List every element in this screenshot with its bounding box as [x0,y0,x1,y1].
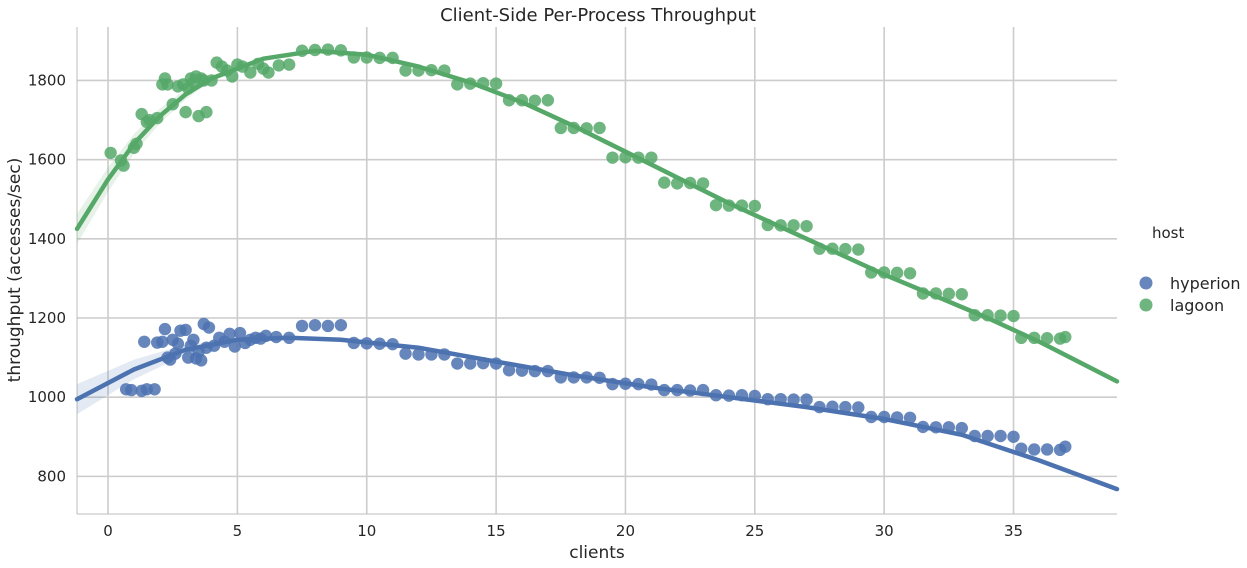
hyperion-point [187,333,200,346]
lagoon-point [1040,332,1054,345]
hyperion-point [412,348,425,361]
hyperion-point [233,326,247,340]
lagoon-point [890,266,904,280]
hyperion-point [156,335,169,348]
hyperion-point [308,318,322,332]
hyperion-point [787,393,800,406]
hyperion-point [194,354,208,367]
hyperion-point [852,401,865,414]
hyperion-point [464,357,477,370]
hyperion-point [202,321,216,334]
legend-label-lagoon: lagoon [1170,296,1224,315]
lagoon-point [104,146,117,160]
hyperion-point [399,347,412,360]
hyperion-point [171,337,185,350]
lagoon-point [606,151,619,164]
lagoon-point [554,121,567,135]
hyperion-point [179,323,192,337]
hyperion-point [981,429,994,443]
y-tick-label: 1000 [28,388,66,406]
regression-lines [74,48,1120,492]
grid-lines [77,27,1117,514]
x-tick-label: 15 [487,522,506,540]
y-tick-label: 800 [37,467,66,485]
lagoon-point [658,176,671,189]
lagoon-point [282,58,296,71]
lagoon-point [903,267,917,280]
x-tick-label: 25 [745,522,764,540]
legend-marker-hyperion [1139,276,1153,290]
hyperion-point [1007,430,1020,443]
hyperion-point [228,340,242,353]
hyperion-point [839,400,852,414]
lagoon-point [528,94,542,107]
legend-marker-lagoon [1139,298,1153,312]
hyperion-point [903,411,917,424]
hyperion-point [1040,443,1054,456]
hyperion-point [800,393,813,406]
lagoon-point [179,105,192,119]
hyperion-point [502,364,516,377]
scatter-points [104,43,1072,457]
y-tick-label: 1600 [28,151,66,169]
lagoon-point [994,309,1007,322]
hyperion-point [321,319,335,333]
hyperion-point [994,429,1007,443]
hyperion-point [223,327,236,341]
x-tick-labels: 0 5 10 15 20 25 30 35 [103,522,1023,540]
x-tick-label: 5 [233,522,243,540]
x-tick-label: 20 [616,522,635,540]
x-tick-label: 0 [103,522,113,540]
hyperion-point [451,357,464,370]
lagoon-point [541,94,555,107]
hyperion-fit-line [74,335,1120,492]
y-tick-label: 1800 [28,71,66,89]
lagoon-point [161,78,174,91]
lagoon-point [709,198,723,212]
y-tick-label: 1400 [28,230,66,248]
lagoon-point [852,243,865,256]
lagoon-point [955,288,968,301]
chart-title: Client-Side Per-Process Throughput [440,5,756,26]
legend-label-hyperion: hyperion [1170,274,1241,293]
hyperion-point [158,322,172,336]
legend: host hyperion lagoon [1139,224,1241,315]
lagoon-point [839,242,852,256]
y-tick-labels: 800 1000 1200 1400 1600 1800 [28,71,66,485]
hyperion-point [334,318,348,332]
hyperion-point [1028,443,1041,456]
hyperion-point [955,421,968,435]
x-tick-label: 30 [875,522,894,540]
x-tick-label: 10 [357,522,376,540]
x-axis-title: clients [569,543,625,563]
lagoon-point [200,105,213,119]
lagoon-point [748,199,762,213]
hyperion-point [295,319,309,333]
axes [76,27,1117,515]
lagoon-point [272,59,285,72]
lagoon-point [262,66,275,79]
hyperion-point [125,383,138,397]
lagoon-point [942,287,956,301]
lagoon-point [489,77,503,90]
x-tick-label: 35 [1004,522,1023,540]
hyperion-point [1059,440,1072,453]
lagoon-fit-line [74,48,1120,384]
hyperion-point [138,335,151,348]
lagoon-point [800,219,813,233]
lagoon-point [593,121,606,135]
hyperion-point [148,383,161,396]
lagoon-point [244,66,257,79]
lagoon-point [787,219,800,232]
lagoon-point [1059,330,1072,344]
y-axis-title: throughput (accesses/sec) [5,158,25,383]
legend-title: host [1152,224,1184,242]
lagoon-point [1007,309,1020,323]
hyperion-confidence-band [77,336,1117,491]
y-tick-label: 1200 [28,309,66,327]
lagoon-point [399,64,412,77]
